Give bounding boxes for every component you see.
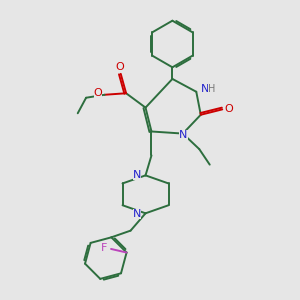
Text: N: N (201, 84, 209, 94)
Text: N: N (133, 170, 141, 180)
Text: O: O (225, 104, 233, 114)
Text: O: O (94, 88, 102, 98)
Text: F: F (101, 243, 108, 253)
Text: O: O (116, 62, 124, 72)
Text: N: N (179, 130, 188, 140)
Text: N: N (133, 209, 141, 219)
Text: H: H (208, 84, 215, 94)
